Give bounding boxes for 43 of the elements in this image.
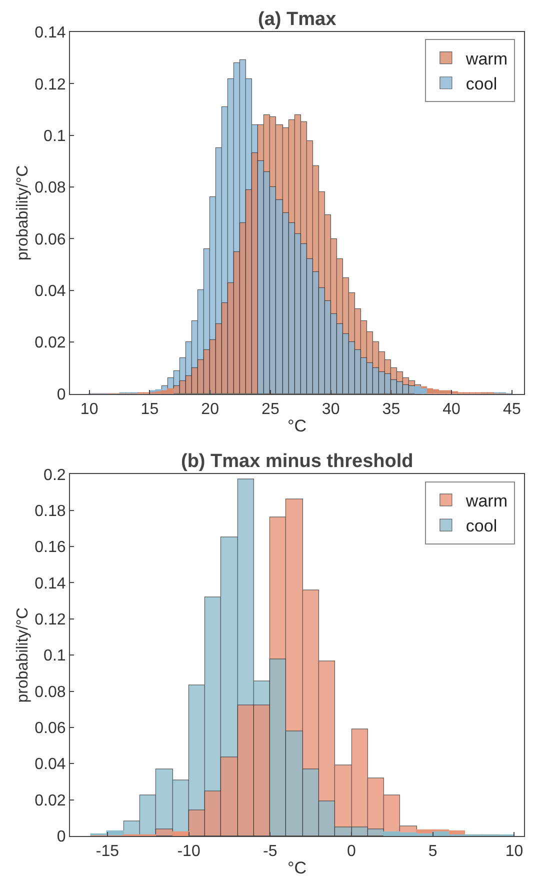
y-tick-label: 0.12	[34, 612, 66, 629]
x-tick-label: -10	[177, 843, 200, 860]
x-tick-label: 10	[505, 843, 524, 860]
x-tick-label: 35	[382, 401, 400, 418]
x-tick-label: 5	[428, 843, 438, 860]
x-tick-label: 40	[442, 401, 461, 418]
y-tick-label: 0.1	[44, 128, 66, 145]
chart-title: (a) Tmax	[258, 9, 337, 30]
y-tick-label: 0	[56, 828, 66, 846]
y-axis-title: probability/°C	[14, 165, 32, 261]
y-tick-label: 0.18	[34, 502, 66, 520]
y-tick-label: 0.1	[44, 648, 66, 665]
y-tick-label: 0.08	[34, 684, 66, 701]
y-tick-label: 0.12	[34, 76, 66, 94]
x-tick-label: 45	[503, 401, 521, 418]
legend-label: warm	[464, 492, 508, 511]
x-tick-label: 15	[140, 401, 159, 418]
y-tick-label: 0.08	[34, 180, 66, 197]
y-tick-label: 0.14	[34, 24, 66, 42]
y-tick-label: 0.06	[34, 720, 66, 738]
y-tick-label: 0	[56, 386, 66, 404]
chart-title: (b) Tmax minus threshold	[181, 451, 414, 472]
x-axis-title: °C	[287, 416, 307, 436]
x-tick-label: 10	[80, 401, 98, 418]
y-tick-label: 0.02	[34, 334, 66, 352]
y-tick-label: 0.02	[34, 792, 66, 810]
y-tick-label: 0.2	[44, 466, 66, 484]
y-tick-label: 0.04	[34, 756, 66, 774]
legend-label: cool	[466, 74, 498, 94]
y-axis-title: probability/°C	[14, 607, 32, 703]
x-tick-label: 0	[347, 843, 356, 860]
y-tick-label: 0.14	[34, 575, 66, 592]
x-tick-label: -15	[96, 843, 120, 860]
legend-label: cool	[466, 516, 498, 536]
x-axis-title: °C	[287, 858, 307, 878]
y-tick-label: 0.06	[34, 231, 66, 248]
x-tick-label: 20	[201, 401, 220, 418]
y-tick-label: 0.04	[34, 283, 66, 300]
x-tick-label: -5	[263, 843, 278, 860]
legend-label: warm	[464, 49, 508, 68]
y-tick-label: 0.16	[34, 539, 66, 556]
x-tick-label: 25	[262, 401, 280, 418]
x-tick-label: 30	[322, 401, 340, 418]
